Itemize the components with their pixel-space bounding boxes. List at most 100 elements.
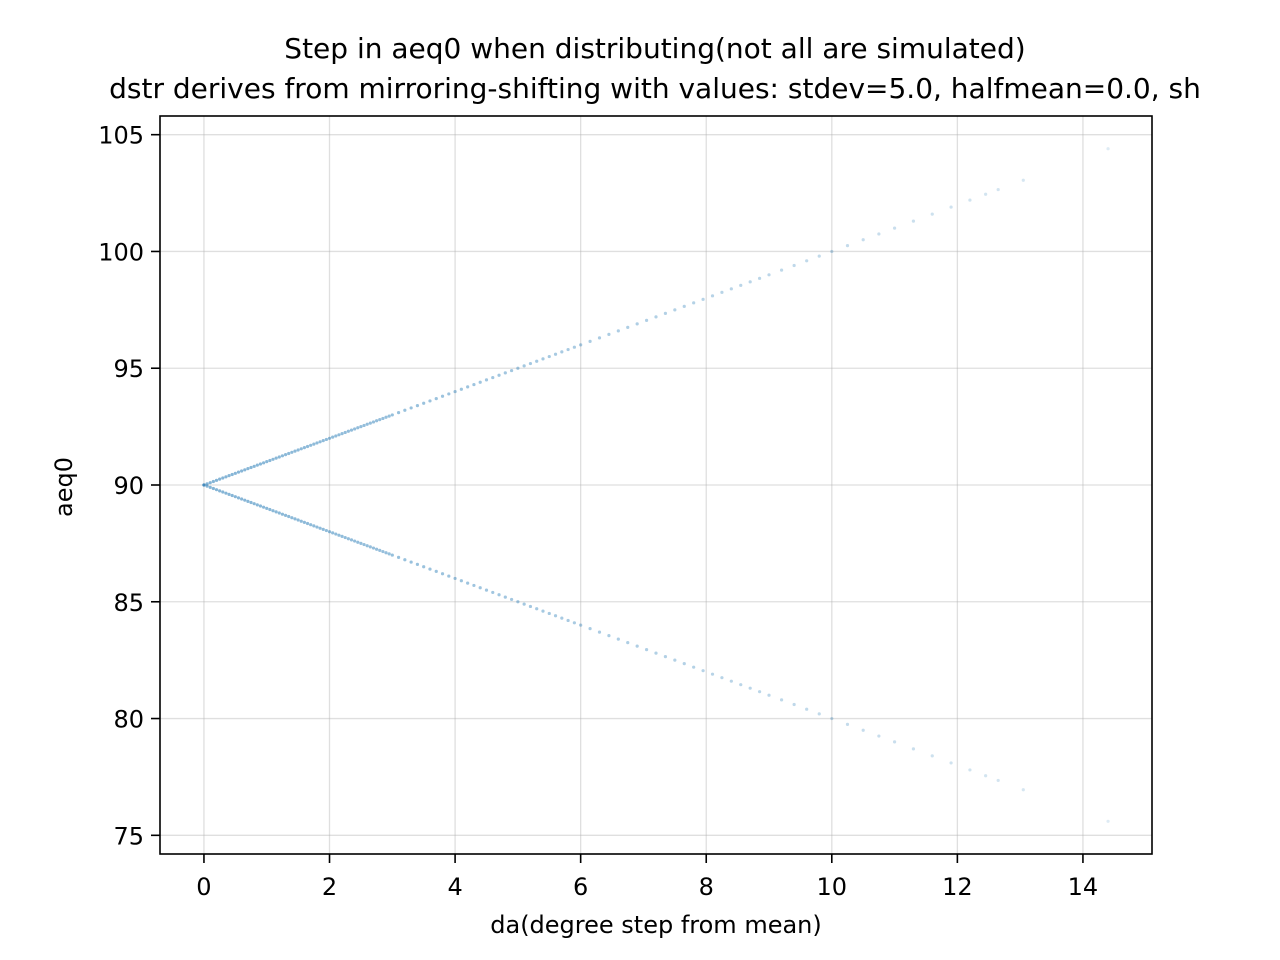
scatter-point — [528, 604, 533, 609]
scatter-point — [817, 712, 821, 716]
scatter-point — [274, 456, 278, 460]
scatter-point — [434, 396, 438, 401]
scatter-point — [318, 526, 322, 530]
scatter-point — [673, 658, 677, 662]
scatter-point — [293, 449, 297, 453]
scatter-point — [509, 368, 514, 373]
scatter-point — [236, 496, 241, 500]
scatter-point — [327, 530, 332, 534]
scatter-point — [246, 467, 250, 471]
scatter-point — [302, 520, 307, 524]
scatter-point — [447, 392, 451, 396]
scatter-point — [682, 304, 686, 308]
scatter-point — [271, 509, 275, 513]
scatter-point — [387, 414, 391, 418]
scatter-point — [378, 548, 382, 552]
scatter-point — [447, 574, 451, 578]
scatter-point — [287, 451, 291, 456]
scatter-point — [597, 630, 602, 634]
scatter-point — [440, 394, 445, 398]
scatter-point — [566, 618, 570, 623]
scatter-point — [968, 768, 972, 772]
scatter-point — [362, 542, 366, 547]
scatter-point — [249, 465, 253, 470]
scatter-point — [597, 336, 602, 340]
scatter-point — [415, 403, 420, 408]
scatter-point — [805, 707, 809, 711]
scatter-point — [1021, 178, 1025, 182]
scatter-point — [459, 387, 463, 391]
scatter-point — [331, 435, 335, 439]
scatter-point — [739, 683, 743, 687]
scatter-point — [428, 399, 432, 403]
scatter-point — [331, 531, 335, 535]
scatter-point — [720, 290, 724, 294]
scatter-point — [258, 462, 263, 466]
scatter-point — [509, 597, 514, 602]
scatter-point — [616, 637, 620, 641]
scatter-point — [607, 332, 611, 336]
scatter-point — [422, 565, 426, 569]
scatter-point — [478, 380, 482, 384]
scatter-point — [343, 430, 347, 435]
scatter-point — [522, 364, 526, 368]
x-tick-label: 12 — [942, 873, 973, 901]
scatter-point — [757, 276, 762, 280]
y-tick-label: 95 — [113, 355, 144, 383]
scatter-point — [663, 311, 668, 315]
scatter-point — [877, 734, 881, 738]
scatter-point — [353, 427, 357, 431]
scatter-point — [324, 528, 328, 533]
scatter-point — [403, 558, 407, 562]
scatter-point — [1106, 147, 1110, 151]
scatter-point — [371, 546, 376, 550]
scatter-point — [368, 545, 372, 549]
scatter-point — [362, 423, 366, 428]
scatter-point — [346, 537, 350, 541]
scatter-point — [287, 514, 291, 519]
scatter-point — [349, 538, 354, 542]
scatter-point — [817, 254, 821, 258]
scatter-point — [318, 440, 322, 444]
scatter-point — [861, 238, 865, 242]
scatter-point — [692, 301, 696, 305]
scatter-point — [349, 428, 354, 432]
scatter-point — [334, 434, 338, 438]
y-tick-label: 75 — [113, 822, 144, 850]
scatter-point — [396, 555, 401, 559]
scatter-point — [265, 460, 269, 464]
scatter-point — [861, 728, 865, 732]
scatter-point — [324, 437, 328, 442]
x-tick-label: 2 — [322, 873, 337, 901]
scatter-point — [663, 655, 668, 659]
scatter-point — [553, 614, 558, 618]
scatter-point — [243, 498, 247, 502]
scatter-point — [218, 477, 222, 481]
scatter-point — [208, 481, 212, 485]
scatter-point — [892, 226, 897, 230]
scatter-point — [371, 420, 376, 424]
x-tick-label: 14 — [1068, 873, 1099, 901]
scatter-point — [729, 287, 733, 291]
scatter-point — [626, 641, 630, 645]
scatter-point — [984, 774, 988, 778]
scatter-point — [359, 425, 363, 429]
grid-lines — [160, 116, 1152, 854]
scatter-point — [748, 686, 752, 690]
scatter-point — [240, 469, 244, 473]
scatter-point — [277, 511, 281, 515]
scatter-point — [472, 382, 476, 387]
scatter-point — [277, 455, 281, 459]
scatter-point — [729, 679, 733, 683]
y-tick-label: 100 — [98, 238, 144, 266]
scatter-point — [359, 541, 363, 545]
scatter-point — [497, 373, 501, 377]
chart-subtitle: dstr derives from mirroring-shifting wit… — [109, 72, 1201, 105]
scatter-point — [644, 648, 649, 652]
scatter-point — [877, 232, 881, 236]
scatter-point — [368, 421, 372, 425]
scatter-point — [233, 495, 237, 499]
scatter-point — [375, 547, 379, 551]
scatter-point — [626, 325, 630, 329]
